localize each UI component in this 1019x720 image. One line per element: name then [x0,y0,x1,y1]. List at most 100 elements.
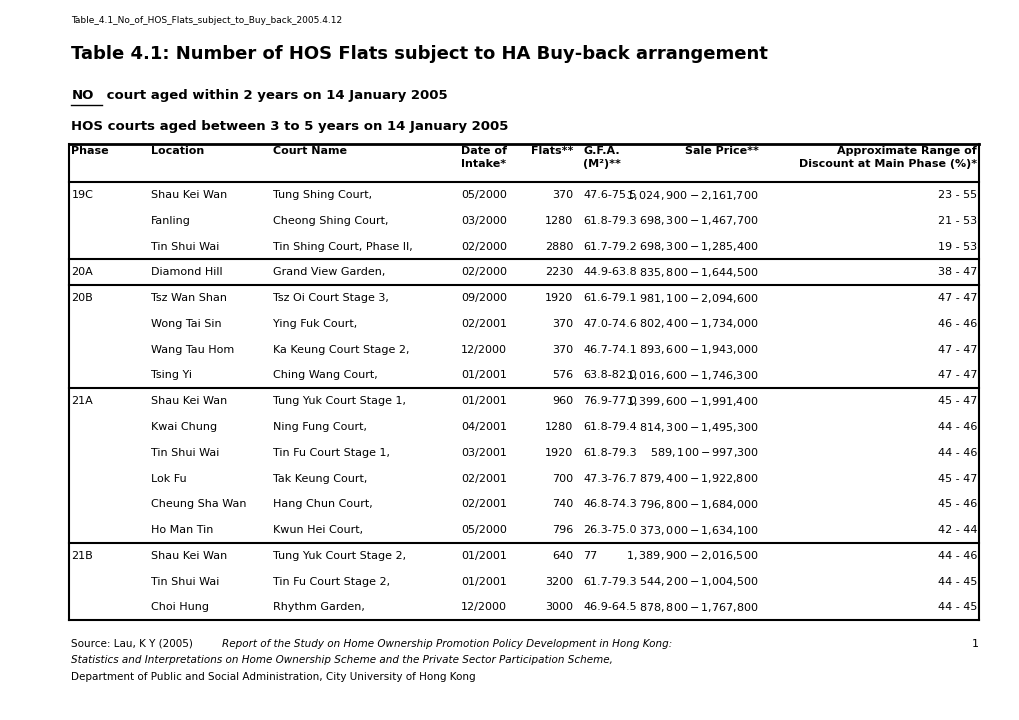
Text: 20A: 20A [71,267,93,277]
Text: Lok Fu: Lok Fu [151,474,186,484]
Text: $835,800-$1,644,500: $835,800-$1,644,500 [639,266,758,279]
Text: 61.8-79.3: 61.8-79.3 [583,448,637,458]
Text: 19C: 19C [71,190,93,200]
Text: Grand View Garden,: Grand View Garden, [273,267,385,277]
Text: Kwun Hei Court,: Kwun Hei Court, [273,525,363,535]
Text: 640: 640 [551,551,573,561]
Text: 796: 796 [551,525,573,535]
Text: 76.9-77.0: 76.9-77.0 [583,396,637,406]
Text: Ying Fuk Court,: Ying Fuk Court, [273,319,358,329]
Text: $802,400-$1,734,000: $802,400-$1,734,000 [639,318,758,330]
Text: Table_4.1_No_of_HOS_Flats_subject_to_Buy_back_2005.4.12: Table_4.1_No_of_HOS_Flats_subject_to_Buy… [71,16,342,24]
Text: Tin Shing Court, Phase II,: Tin Shing Court, Phase II, [273,242,413,251]
Text: 23 - 55: 23 - 55 [937,190,976,200]
Text: 61.8-79.4: 61.8-79.4 [583,422,637,432]
Text: 05/2000: 05/2000 [461,525,506,535]
Text: 09/2000: 09/2000 [461,293,506,303]
Text: 02/2000: 02/2000 [461,242,506,251]
Text: 45 - 47: 45 - 47 [936,474,976,484]
Text: $1,389,900-$2,016,500: $1,389,900-$2,016,500 [626,549,758,562]
Text: 1280: 1280 [544,216,573,226]
Text: 47 - 47: 47 - 47 [936,345,976,355]
Text: 44.9-63.8: 44.9-63.8 [583,267,637,277]
Text: 20B: 20B [71,293,93,303]
Text: Tin Fu Court Stage 1,: Tin Fu Court Stage 1, [273,448,390,458]
Text: Shau Kei Wan: Shau Kei Wan [151,190,227,200]
Text: Wong Tai Sin: Wong Tai Sin [151,319,221,329]
Text: Tsz Wan Shan: Tsz Wan Shan [151,293,227,303]
Text: Choi Hung: Choi Hung [151,603,209,613]
Text: 45 - 46: 45 - 46 [937,500,976,509]
Text: 1920: 1920 [544,293,573,303]
Text: 12/2000: 12/2000 [461,603,506,613]
Text: $589,100-$997,300: $589,100-$997,300 [649,446,758,459]
Text: 3200: 3200 [544,577,573,587]
Text: Ning Fung Court,: Ning Fung Court, [273,422,367,432]
Text: 03/2000: 03/2000 [461,216,506,226]
Text: 1: 1 [971,639,978,649]
Text: 01/2001: 01/2001 [461,551,506,561]
Text: Flats**: Flats** [530,146,573,156]
Text: Tin Shui Wai: Tin Shui Wai [151,577,219,587]
Text: 61.8-79.3: 61.8-79.3 [583,216,637,226]
Text: Tin Fu Court Stage 2,: Tin Fu Court Stage 2, [273,577,390,587]
Text: $698,300-$1,467,700: $698,300-$1,467,700 [639,215,758,228]
Text: Tin Shui Wai: Tin Shui Wai [151,242,219,251]
Text: 21A: 21A [71,396,93,406]
Text: 01/2001: 01/2001 [461,577,506,587]
Text: Report of the Study on Home Ownership Promotion Policy Development in Hong Kong:: Report of the Study on Home Ownership Pr… [222,639,672,649]
Text: Wang Tau Hom: Wang Tau Hom [151,345,234,355]
Text: Sale Price**: Sale Price** [685,146,758,156]
Text: Tung Yuk Court Stage 1,: Tung Yuk Court Stage 1, [273,396,406,406]
Text: 3000: 3000 [545,603,573,613]
Text: Ching Wang Court,: Ching Wang Court, [273,371,378,380]
Text: 576: 576 [551,371,573,380]
Text: Kwai Chung: Kwai Chung [151,422,217,432]
Text: $893,600-$1,943,000: $893,600-$1,943,000 [639,343,758,356]
Text: Location: Location [151,146,204,156]
Text: 47.0-74.6: 47.0-74.6 [583,319,637,329]
Text: $698,300-$1,285,400: $698,300-$1,285,400 [639,240,758,253]
Text: Statistics and Interpretations on Home Ownership Scheme and the Private Sector P: Statistics and Interpretations on Home O… [71,655,612,665]
Text: 960: 960 [551,396,573,406]
Text: Ka Keung Court Stage 2,: Ka Keung Court Stage 2, [273,345,410,355]
Text: court aged within 2 years on 14 January 2005: court aged within 2 years on 14 January … [102,89,447,102]
Text: Rhythm Garden,: Rhythm Garden, [273,603,365,613]
Text: Shau Kei Wan: Shau Kei Wan [151,551,227,561]
Text: Department of Public and Social Administration, City University of Hong Kong: Department of Public and Social Administ… [71,672,476,682]
Text: Ho Man Tin: Ho Man Tin [151,525,213,535]
Text: Diamond Hill: Diamond Hill [151,267,222,277]
Text: 44 - 46: 44 - 46 [936,448,976,458]
Text: Court Name: Court Name [273,146,347,156]
Text: $796,800-$1,684,000: $796,800-$1,684,000 [639,498,758,511]
Text: 44 - 45: 44 - 45 [936,577,976,587]
Text: 44 - 46: 44 - 46 [936,422,976,432]
Text: 2880: 2880 [544,242,573,251]
Text: Tin Shui Wai: Tin Shui Wai [151,448,219,458]
Text: 370: 370 [551,345,573,355]
Text: Cheong Shing Court,: Cheong Shing Court, [273,216,388,226]
Text: Source: Lau, K Y (2005): Source: Lau, K Y (2005) [71,639,197,649]
Text: $879,400-$1,922,800: $879,400-$1,922,800 [639,472,758,485]
Text: 47 - 47: 47 - 47 [936,293,976,303]
Text: 19 - 53: 19 - 53 [937,242,976,251]
Text: 740: 740 [551,500,573,509]
Text: 1920: 1920 [544,448,573,458]
Text: 26.3-75.0: 26.3-75.0 [583,525,636,535]
Text: NO: NO [71,89,94,102]
Text: Tsing Yi: Tsing Yi [151,371,192,380]
Text: Table 4.1: Number of HOS Flats subject to HA Buy-back arrangement: Table 4.1: Number of HOS Flats subject t… [71,45,767,63]
Text: 700: 700 [551,474,573,484]
Text: $1,024,900-$2,161,700: $1,024,900-$2,161,700 [626,189,758,202]
Text: 05/2000: 05/2000 [461,190,506,200]
Text: Tsz Oi Court Stage 3,: Tsz Oi Court Stage 3, [273,293,389,303]
Text: $878,800-$1,767,800: $878,800-$1,767,800 [639,601,758,614]
Text: Shau Kei Wan: Shau Kei Wan [151,396,227,406]
Text: 77: 77 [583,551,597,561]
Text: Phase: Phase [71,146,109,156]
Text: $373,000-$1,634,100: $373,000-$1,634,100 [639,523,758,536]
Text: 61.7-79.2: 61.7-79.2 [583,242,637,251]
Text: 02/2001: 02/2001 [461,474,506,484]
Text: 47 - 47: 47 - 47 [936,371,976,380]
Text: 21 - 53: 21 - 53 [937,216,976,226]
